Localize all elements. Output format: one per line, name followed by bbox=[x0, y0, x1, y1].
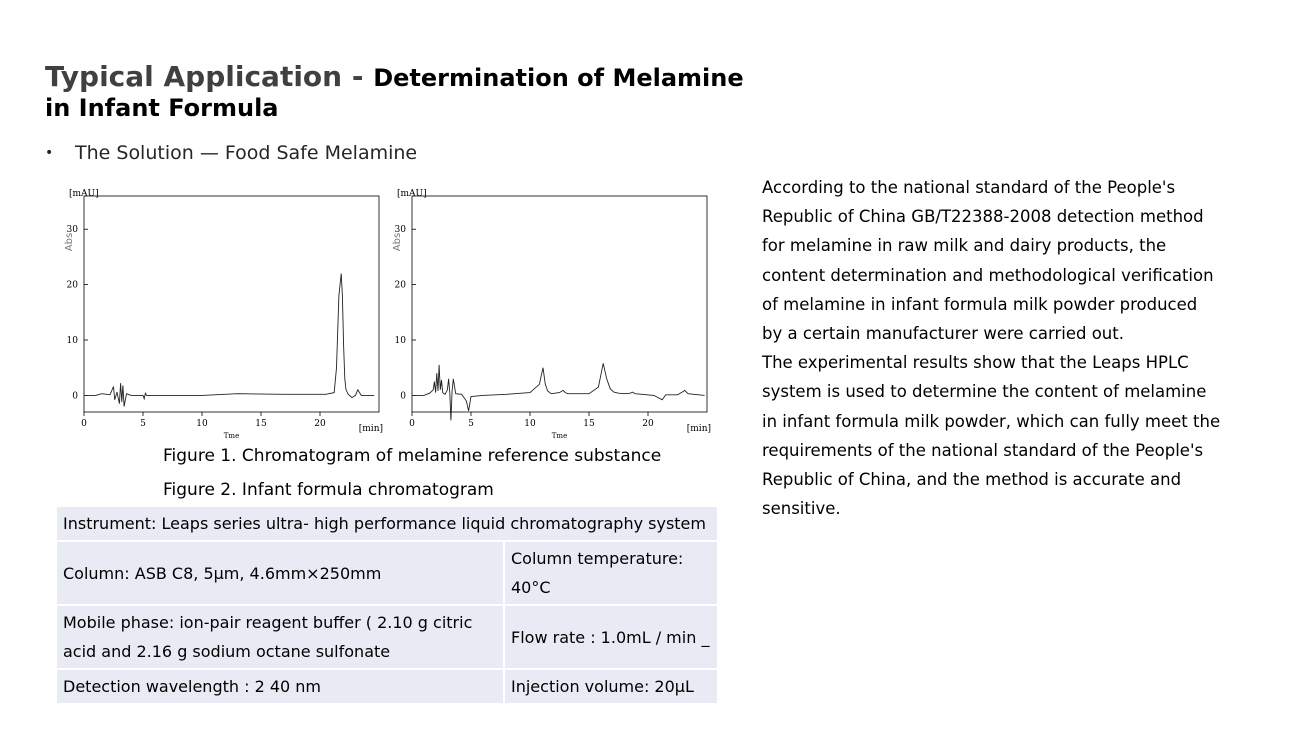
y-tick-label: 20 bbox=[395, 281, 407, 291]
description-text: According to the national standard of th… bbox=[762, 173, 1222, 523]
table-row: Instrument: Leaps series ultra- high per… bbox=[55, 505, 719, 542]
bullet-dot-icon: • bbox=[45, 145, 54, 161]
title-separator: - bbox=[342, 60, 374, 93]
description-paragraph-2: The experimental results show that the L… bbox=[762, 353, 1221, 519]
chromatogram-infant-formula: [mAU] Abs 0 10 20 30 0 5 10 15 20 [min] Tme bbox=[388, 184, 718, 446]
y-tick-label: 0 bbox=[72, 391, 78, 401]
x-tick-label: 0 bbox=[81, 419, 87, 429]
bullet-text: The Solution — Food Safe Melamine bbox=[75, 142, 418, 164]
description-paragraph-1: According to the national standard of th… bbox=[762, 178, 1214, 344]
figure-2-caption: Figure 2. Infant formula chromatogram bbox=[163, 480, 494, 500]
chart-svg: [mAU] Abs 0 10 20 30 0 5 10 15 20 [min] Tme bbox=[64, 189, 383, 440]
flow-rate-cell: Flow rate : 1.0mL / min _ bbox=[503, 604, 719, 670]
title-part2: Determination of Melamine in Infant Form… bbox=[45, 64, 744, 122]
injection-volume-cell: Injection volume: 20μL bbox=[503, 668, 719, 705]
y-tick-label: 20 bbox=[67, 281, 79, 291]
figure-1-caption: Figure 1. Chromatogram of melamine refer… bbox=[163, 446, 662, 466]
series-line bbox=[84, 273, 375, 407]
table-row: Mobile phase: ion-pair reagent buffer ( … bbox=[55, 604, 719, 670]
y-tick-label: 0 bbox=[400, 391, 406, 401]
x-tick-label: 15 bbox=[255, 419, 267, 429]
x-tick-label: 0 bbox=[409, 419, 415, 429]
y-tick-label: 10 bbox=[67, 336, 79, 346]
y-axis-label: Abs bbox=[64, 233, 75, 251]
x-tick-label: 5 bbox=[140, 419, 146, 429]
y-tick-label: 30 bbox=[67, 225, 79, 235]
y-tick-label: 10 bbox=[395, 336, 407, 346]
column-temperature-cell: Column temperature: 40°C bbox=[503, 540, 719, 606]
x-axis-label: Tme bbox=[224, 432, 239, 440]
solution-bullet: • The Solution — Food Safe Melamine bbox=[45, 142, 417, 164]
x-tick-label: 20 bbox=[642, 419, 654, 429]
x-tick-label: 15 bbox=[583, 419, 595, 429]
plot-frame bbox=[411, 195, 708, 413]
title-part1: Typical Application bbox=[45, 60, 343, 93]
x-axis-label: Tme bbox=[552, 432, 567, 440]
plot-frame bbox=[83, 195, 380, 413]
x-unit-label: [min] bbox=[687, 424, 711, 434]
table-row: Detection wavelength : 2 40 nm Injection… bbox=[55, 668, 719, 705]
column-cell: Column: ASB C8, 5μm, 4.6mm×250mm bbox=[55, 540, 505, 606]
mobile-phase-cell: Mobile phase: ion-pair reagent buffer ( … bbox=[55, 604, 505, 670]
x-unit-label: [min] bbox=[359, 424, 383, 434]
x-tick-label: 10 bbox=[524, 419, 536, 429]
y-tick-label: 30 bbox=[395, 225, 407, 235]
chart-svg: [mAU] Abs 0 10 20 30 0 5 10 15 20 [min] Tme bbox=[392, 189, 711, 440]
page-title: Typical Application - Determination of M… bbox=[45, 62, 745, 123]
x-tick-label: 20 bbox=[314, 419, 326, 429]
y-axis-label: Abs bbox=[392, 233, 403, 251]
table-row: Column: ASB C8, 5μm, 4.6mm×250mm Column … bbox=[55, 540, 719, 606]
instrument-parameters-table: Instrument: Leaps series ultra- high per… bbox=[55, 505, 719, 705]
chromatogram-reference: [mAU] Abs 0 10 20 30 0 5 10 15 20 [min] Tme bbox=[60, 184, 390, 446]
x-tick-label: 10 bbox=[196, 419, 208, 429]
series-line bbox=[412, 363, 705, 421]
y-unit-label: [mAU] bbox=[69, 189, 99, 199]
detection-wavelength-cell: Detection wavelength : 2 40 nm bbox=[55, 668, 505, 705]
x-tick-label: 5 bbox=[468, 419, 474, 429]
y-unit-label: [mAU] bbox=[397, 189, 427, 199]
instrument-cell: Instrument: Leaps series ultra- high per… bbox=[55, 505, 719, 542]
